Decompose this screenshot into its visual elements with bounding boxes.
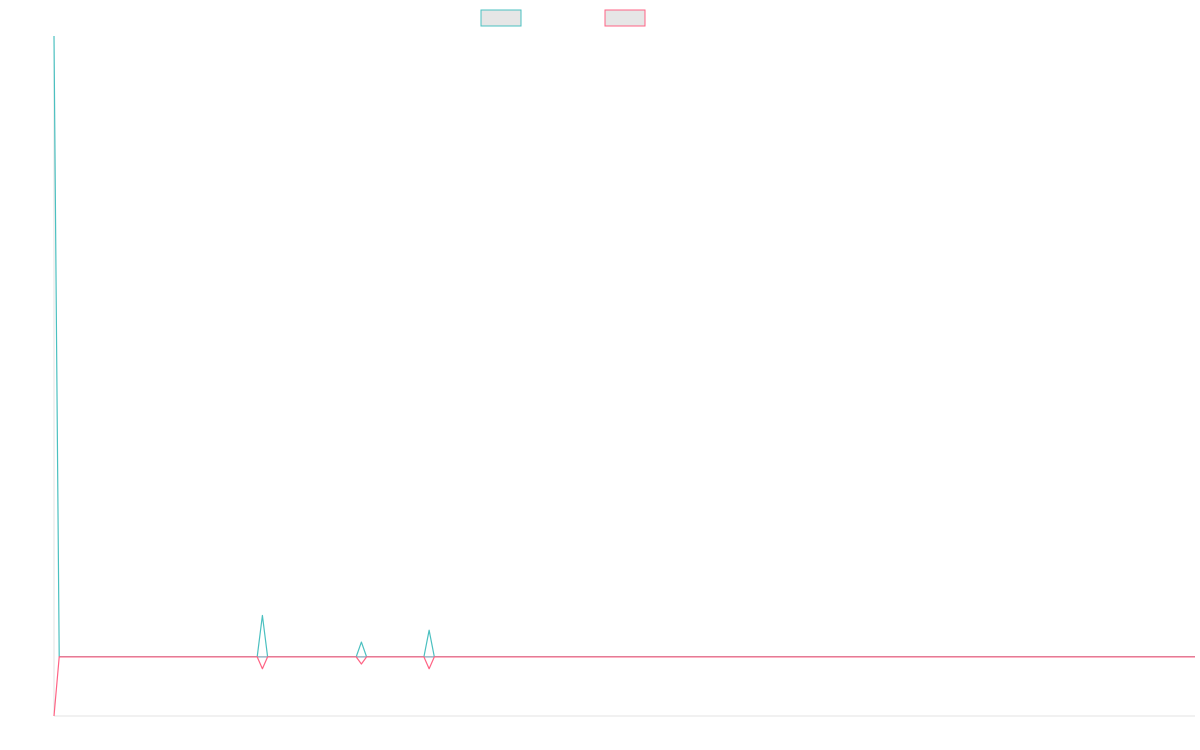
- legend: [480, 9, 646, 27]
- series-layer: [53, 35, 1195, 717]
- axes: [53, 36, 1195, 717]
- series-line-1: [53, 35, 1195, 658]
- legend-swatch-2[interactable]: [604, 9, 646, 27]
- series-line-2: [53, 656, 1195, 717]
- legend-swatch-1[interactable]: [480, 9, 522, 27]
